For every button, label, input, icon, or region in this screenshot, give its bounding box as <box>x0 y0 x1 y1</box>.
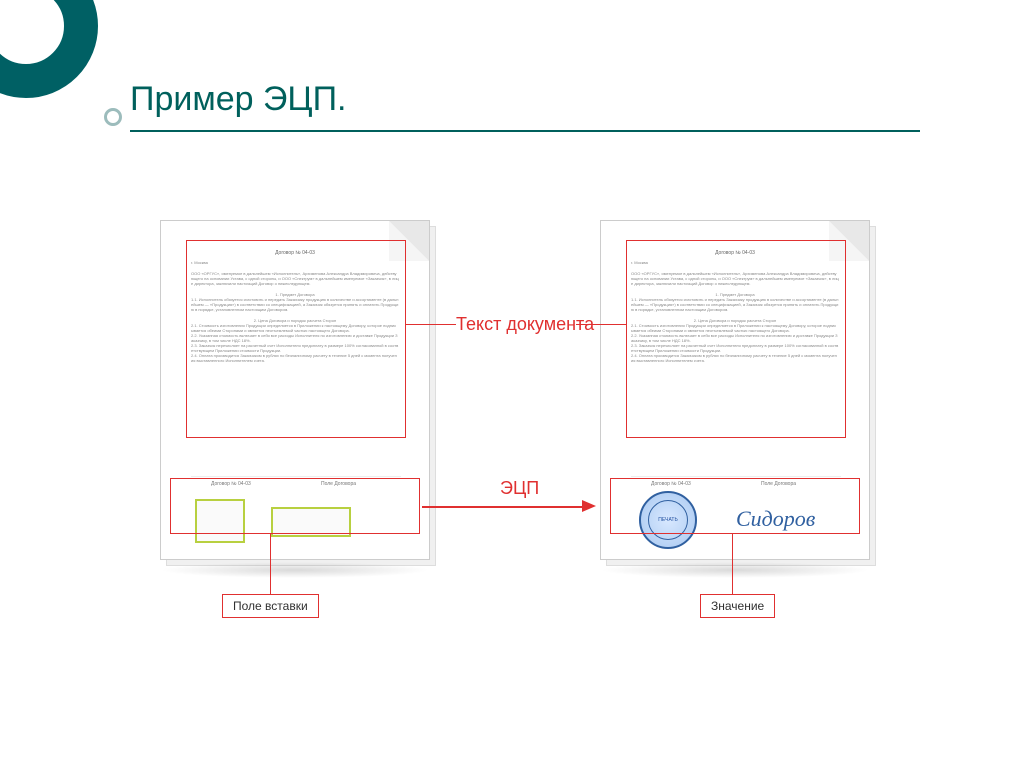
arrow-shaft <box>422 506 582 508</box>
highlight-text-left <box>186 240 406 438</box>
label-document-text: Текст документа <box>456 314 594 335</box>
callout-insert-field: Поле вставки <box>222 594 319 618</box>
diagram: Договор № 04-03 г. Москва ООО «ОРГУС», и… <box>130 190 930 630</box>
label-eds: ЭЦП <box>500 478 539 499</box>
arrow-head-icon <box>582 500 596 512</box>
decor-ring-large <box>0 0 98 98</box>
callout-value: Значение <box>700 594 775 618</box>
highlight-text-right <box>626 240 846 438</box>
highlight-sig-left <box>170 478 420 534</box>
callout-line-value <box>732 534 733 594</box>
connector-text-left <box>406 324 456 325</box>
decor-ring-small <box>104 108 122 126</box>
doc-bottom-shadow <box>600 562 870 578</box>
doc-bottom-shadow <box>160 562 430 578</box>
highlight-sig-right <box>610 478 860 534</box>
callout-line-insert <box>270 534 271 594</box>
title-underline <box>130 130 920 132</box>
slide-title: Пример ЭЦП. <box>130 80 346 119</box>
